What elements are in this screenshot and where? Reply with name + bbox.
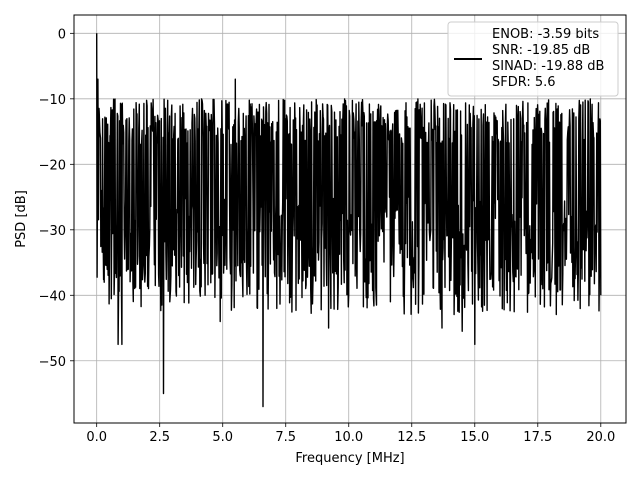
legend-entry-sinad: SINAD: -19.88 dB [492, 59, 604, 74]
legend-entry-sfdr: SFDR: 5.6 [492, 75, 556, 90]
x-tick-label: 15.0 [460, 430, 489, 445]
psd-series-line [96, 33, 602, 408]
x-tick-label: 0.0 [86, 430, 107, 445]
x-tick-label: 5.0 [212, 430, 233, 445]
x-axis: 0.0 2.5 5.0 7.5 10.0 12.5 15.0 17.5 20.0 [86, 423, 615, 445]
y-tick-label: −20 [39, 158, 66, 173]
x-axis-label: Frequency [MHz] [295, 451, 404, 466]
axes-frame [73, 14, 627, 424]
x-tick-label: 12.5 [397, 430, 426, 445]
legend: ENOB: -3.59 bits SNR: -19.85 dB SINAD: -… [447, 21, 619, 97]
x-tick-label: 17.5 [523, 430, 552, 445]
x-tick-label: 10.0 [334, 430, 363, 445]
legend-entry-enob: ENOB: -3.59 bits [492, 27, 599, 42]
y-tick-label: −10 [39, 93, 66, 108]
legend-box [447, 21, 619, 97]
x-tick-label: 7.5 [275, 430, 296, 445]
y-tick-label: −30 [39, 224, 66, 239]
y-axis: 0 −10 −20 −30 −40 −50 [39, 27, 74, 370]
legend-entry-snr: SNR: -19.85 dB [492, 43, 590, 58]
x-tick-label: 20.0 [586, 430, 615, 445]
y-tick-label: 0 [58, 27, 66, 42]
y-axis-label: PSD [dB] [14, 190, 29, 248]
y-tick-label: −50 [39, 355, 66, 370]
y-tick-label: −40 [39, 289, 66, 304]
plot-area [96, 33, 602, 408]
x-tick-label: 2.5 [149, 430, 170, 445]
